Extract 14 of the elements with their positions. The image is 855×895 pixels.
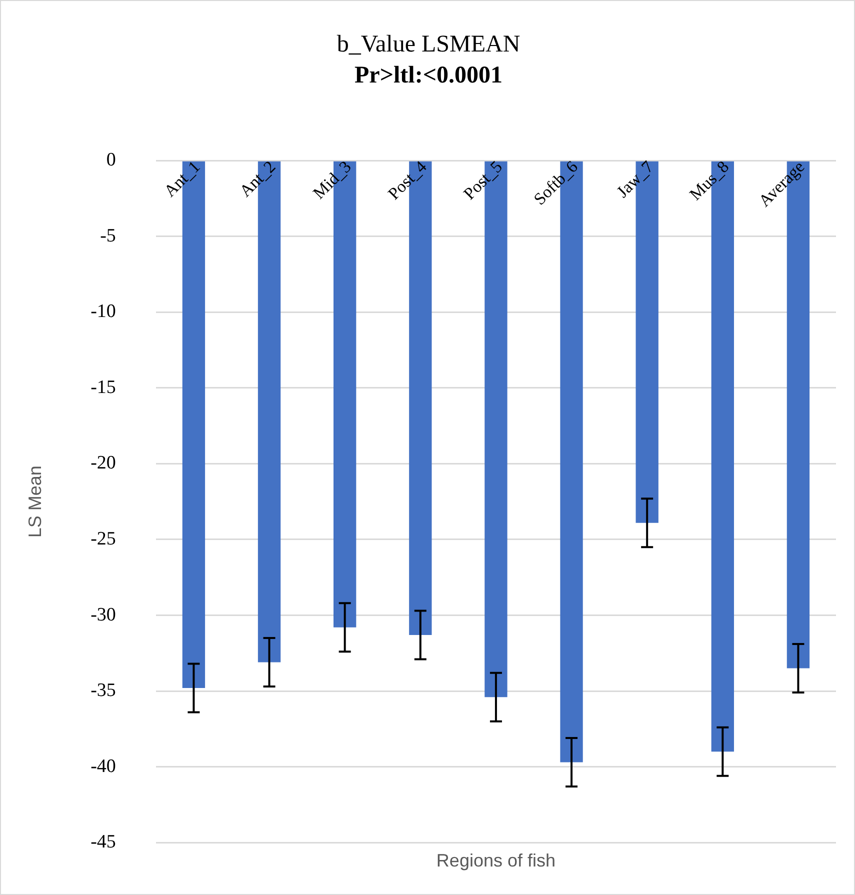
y-tick-label: -45 xyxy=(90,832,116,853)
y-tick-label: 0 xyxy=(106,150,116,171)
y-tick-label: -5 xyxy=(100,225,116,246)
y-tick-label: -20 xyxy=(90,452,116,474)
y-tick-label: -35 xyxy=(90,680,116,702)
chart-title: b_Value LSMEAN xyxy=(336,32,520,58)
chart-subtitle: Pr>ltl:<0.0001 xyxy=(354,62,502,88)
y-tick-label: -40 xyxy=(90,756,116,777)
y-tick-label: -30 xyxy=(90,604,116,626)
x-axis-title: Regions of fish xyxy=(436,850,556,870)
y-tick-label: -25 xyxy=(90,528,116,550)
y-axis-title: LS Mean xyxy=(24,466,45,538)
y-tick-label: -10 xyxy=(90,301,116,322)
y-tick-label: -15 xyxy=(90,376,116,398)
